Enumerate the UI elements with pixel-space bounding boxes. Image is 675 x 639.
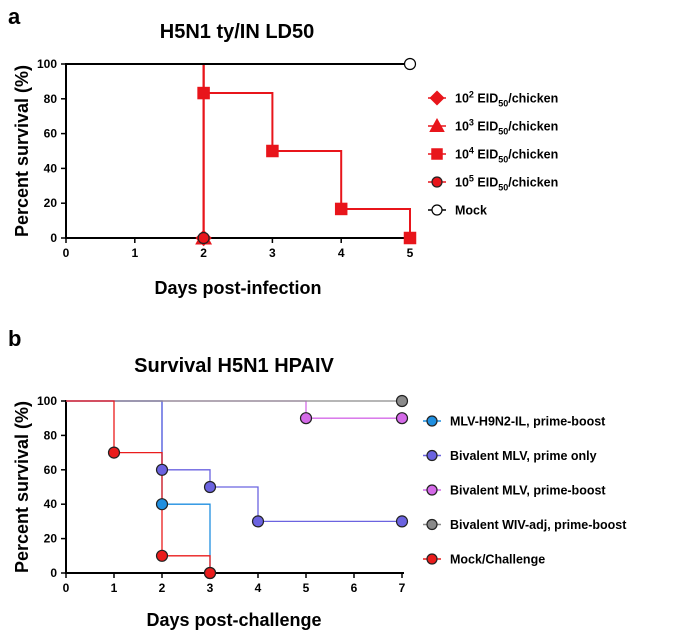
chart-b-x-tick-label: 5 <box>303 581 310 595</box>
chart-b-series-0-point <box>155 498 169 511</box>
chart-b-legend-item: MLV-H9N2-IL, prime-boost <box>423 415 606 429</box>
chart-a-y-tick-label: 100 <box>37 57 57 71</box>
chart-b-series-1-point <box>203 480 217 494</box>
chart-b-y-tick-label: 100 <box>37 394 57 408</box>
chart-b-y-tick-label: 80 <box>44 428 58 442</box>
chart-a-y-tick-label: 80 <box>44 92 58 106</box>
chart-b-x-tick-label: 6 <box>351 581 358 595</box>
chart-b-x-tick-label: 2 <box>159 581 166 595</box>
chart-a-series-2-line <box>66 63 411 238</box>
chart-b-legend-label: Bivalent MLV, prime only <box>450 449 597 463</box>
chart-a-title: H5N1 ty/IN LD50 <box>160 21 315 43</box>
chart-a-y-tick-label: 20 <box>44 196 58 210</box>
chart-a-series-2-point <box>403 231 417 245</box>
chart-b-series-0-line <box>66 400 211 573</box>
chart-a-series-3-line <box>66 63 205 238</box>
chart-a-x-label: Days post-infection <box>154 278 321 298</box>
chart-b-legend-marker <box>426 449 438 462</box>
chart-a-series-2-point <box>334 202 348 216</box>
chart-b-series-1-point <box>155 463 169 476</box>
chart-b-series-3-point <box>395 394 409 408</box>
chart-b: 0 1 2 3 4 5 6 7 0 20 40 60 80 100 Days post-challenge P… <box>12 394 627 630</box>
chart-b-legend-marker <box>426 553 438 565</box>
chart-b-series-4-point <box>203 566 217 580</box>
chart-b-series-4-point <box>107 446 121 459</box>
chart-b-x-tick-label: 4 <box>255 581 262 595</box>
chart-b-series-1-point <box>395 515 409 528</box>
chart-a-x-tick-label: 1 <box>131 246 138 260</box>
chart-a-y-tick-label: 60 <box>44 127 58 141</box>
panel-letter-b: b <box>8 326 21 351</box>
chart-a-legend-label: Mock <box>455 204 487 218</box>
chart-b-x-tick-label: 3 <box>207 581 214 595</box>
chart-b-series-1-line <box>66 400 402 523</box>
chart-b-legend-item: Bivalent MLV, prime-boost <box>423 484 606 498</box>
chart-b-series-4-point <box>155 549 169 562</box>
chart-b-series-1-point <box>251 515 265 528</box>
chart-a-legend-item: 104 EID50/chicken <box>428 146 558 165</box>
chart-a-legend-item: Mock <box>428 204 487 218</box>
chart-b-legend-item: Bivalent WIV-adj, prime-boost <box>423 518 627 532</box>
chart-b-title: Survival H5N1 HPAIV <box>134 355 334 377</box>
chart-a-series-2-point <box>197 86 210 100</box>
chart-a-legend-label: 102 EID50/chicken <box>455 90 558 109</box>
chart-a-legend-marker <box>431 204 443 216</box>
chart-a-x-tick-label: 4 <box>338 246 345 260</box>
chart-b-legend-label: Bivalent WIV-adj, prime-boost <box>450 518 627 532</box>
chart-b-legend-marker <box>426 518 438 531</box>
chart-b-legend-label: Mock/Challenge <box>450 553 545 567</box>
chart-a-series-3-point <box>197 231 210 245</box>
chart-b-x-tick-label: 7 <box>399 581 406 595</box>
chart-a-series-0-line <box>66 63 205 238</box>
chart-a-legend-item: 103 EID50/chicken <box>428 118 558 137</box>
chart-b-series-4-line <box>66 400 211 573</box>
chart-a-y-tick-label: 40 <box>44 161 58 175</box>
chart-a-x-tick-label: 5 <box>407 246 414 260</box>
chart-b-series-2-point <box>299 412 313 425</box>
chart-a-series-2-point <box>266 144 279 158</box>
chart-b-x-tick-label: 0 <box>63 581 70 595</box>
chart-b-x-label: Days post-challenge <box>146 610 321 630</box>
chart-b-legend-marker <box>426 415 438 427</box>
chart-a-series-1-line <box>66 63 205 238</box>
chart-a-y-label: Percent survival (%) <box>12 65 32 237</box>
chart-b-series-2-point <box>395 412 409 425</box>
chart-b-y-label: Percent survival (%) <box>12 401 32 573</box>
chart-b-y-tick-label: 20 <box>44 532 58 546</box>
chart-a-legend-item: 105 EID50/chicken <box>428 174 558 193</box>
chart-b-legend-label: MLV-H9N2-IL, prime-boost <box>450 415 606 429</box>
chart-a-series-4-point <box>403 57 417 71</box>
chart-b-legend-marker <box>426 484 438 496</box>
chart-b-y-tick-label: 60 <box>44 463 58 477</box>
chart-a-legend-marker <box>429 117 445 132</box>
chart-b-x-tick-label: 1 <box>111 581 118 595</box>
chart-a-legend-label: 105 EID50/chicken <box>455 174 558 193</box>
chart-b-y-tick-label: 40 <box>44 497 58 511</box>
chart-a-x-tick-label: 3 <box>269 246 276 260</box>
panel-letter-a: a <box>8 4 21 29</box>
chart-a-x-tick-label: 2 <box>200 246 207 260</box>
chart-a-legend-label: 104 EID50/chicken <box>455 146 558 165</box>
chart-a-legend-marker <box>431 176 443 188</box>
chart-a-legend-label: 103 EID50/chicken <box>455 118 558 137</box>
chart-a-legend-marker <box>429 90 445 106</box>
chart-a-legend-item: 102 EID50/chicken <box>428 90 558 109</box>
chart-a-legend-marker <box>431 148 443 160</box>
chart-b-legend-item: Mock/Challenge <box>423 553 545 567</box>
chart-b-series-2-line <box>66 400 402 419</box>
chart-b-legend-item: Bivalent MLV, prime only <box>423 449 597 463</box>
chart-a-y-tick-label: 0 <box>50 231 57 245</box>
chart-b-legend-label: Bivalent MLV, prime-boost <box>450 484 606 498</box>
chart-a: 0 1 2 3 4 5 0 20 40 60 80 100 Days post-infection Per… <box>12 57 558 298</box>
chart-b-y-tick-label: 0 <box>50 566 57 580</box>
chart-a-x-tick-label: 0 <box>63 246 70 260</box>
